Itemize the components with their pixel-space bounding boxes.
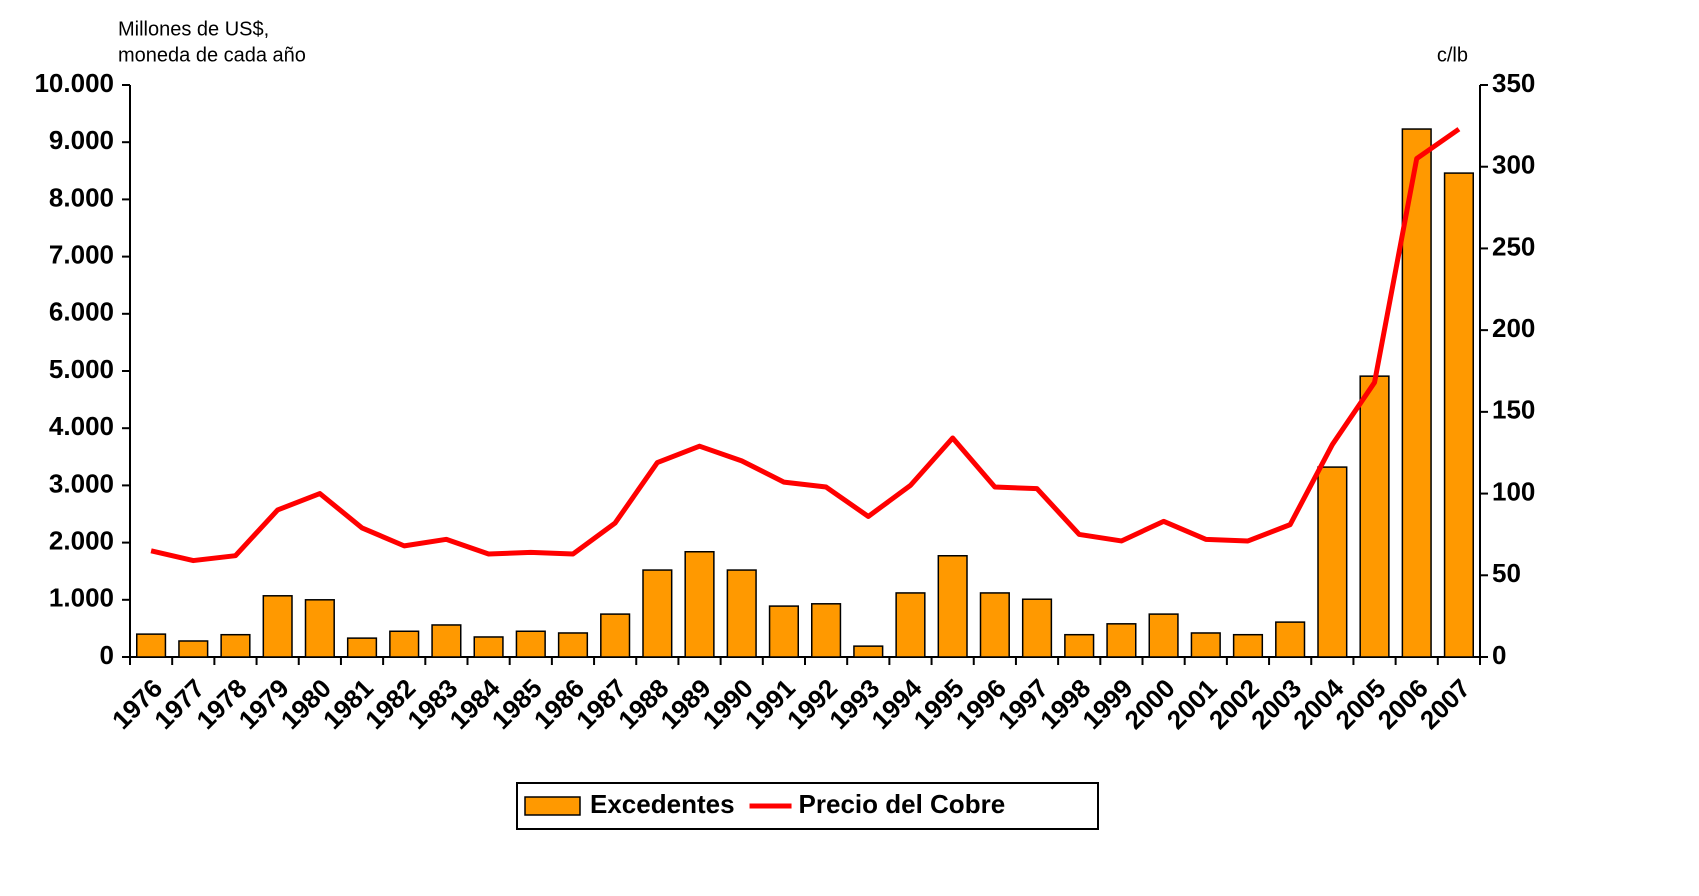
bar [473,636,504,658]
y-tick-label: 6.000 [49,297,114,327]
y2-tick-label: 300 [1492,150,1535,180]
line [150,127,1461,564]
bar [1359,375,1390,658]
bar [346,637,378,658]
y-tick-label: 5.000 [49,354,114,384]
bar [220,633,251,658]
bar [557,632,589,658]
bar [1021,598,1053,658]
y-tick-label: 2.000 [49,525,114,555]
bar [1190,632,1221,658]
bar [979,592,1010,658]
bar [389,630,420,658]
bar [136,633,167,658]
legend-label: Excedentes [590,789,735,819]
bar [262,595,293,658]
bar [600,613,631,658]
bar [1275,621,1306,658]
bar [684,551,715,658]
y-tick-label: 7.000 [49,239,114,269]
y2-tick-label: 150 [1492,395,1535,425]
y2-tick-label: 100 [1492,476,1535,506]
bar [1148,613,1179,658]
bar [1317,466,1348,658]
bar [853,645,884,658]
legend-label: Precio del Cobre [799,789,1006,819]
bar [1443,172,1474,658]
bar [937,555,968,658]
y-tick-label: 1.000 [49,583,114,613]
y-tick-label: 3.000 [49,468,114,498]
y2-tick-label: 0 [1492,640,1506,670]
bar [895,592,926,658]
y-tick-label: 9.000 [49,125,114,155]
y-axis-label: moneda de cada año [118,44,306,66]
y2-axis-label: c/lb [1437,44,1468,66]
bar [431,624,462,658]
y2-tick-label: 350 [1492,68,1535,98]
bar [1064,633,1095,658]
bar [178,640,209,658]
legend-box [516,782,1099,830]
y-tick-label: 8.000 [49,182,114,212]
y-tick-label: 4.000 [49,411,114,441]
y-axis-label: Millones de US$, [118,18,269,40]
legend-swatch [524,796,581,816]
y-tick-label: 10.000 [34,68,114,98]
bar [768,605,799,658]
bar [642,569,673,658]
bar [811,603,842,658]
y2-tick-label: 250 [1492,231,1535,261]
y2-tick-label: 50 [1492,558,1521,588]
bar [304,599,335,658]
bar [1106,623,1137,658]
y-tick-label: 0 [100,640,114,670]
bar [1232,633,1264,658]
bar [726,569,757,658]
bar [515,630,546,658]
x-tick-label: 2007 [1414,673,1476,735]
y2-tick-label: 200 [1492,313,1535,343]
